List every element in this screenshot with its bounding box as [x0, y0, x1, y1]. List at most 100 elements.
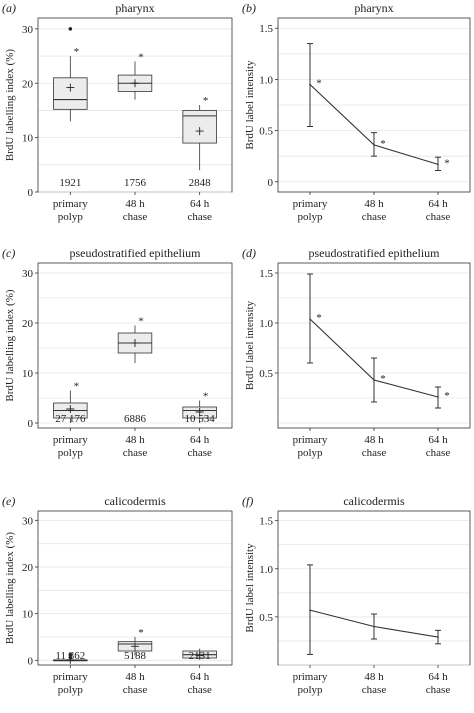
- y-tick-label: 10: [22, 133, 34, 145]
- outlier-point: [68, 652, 73, 657]
- outlier-point: [68, 655, 73, 660]
- y-tick-label: 30: [22, 268, 34, 280]
- panel-5: 0 10 20 30 primary polyp 48 h chase 64 h chase cal…: [2, 494, 233, 696]
- sample-size-label: 11 362: [55, 650, 85, 662]
- panel-title: pharynx: [115, 1, 154, 15]
- panel-letter: (b): [242, 1, 256, 15]
- x-tick-label: primary polyp: [293, 198, 328, 223]
- data-point: [373, 144, 375, 146]
- y-tick-label: 10: [22, 609, 34, 621]
- data-point: [373, 379, 375, 381]
- y-tick-label: 1.0: [259, 74, 273, 86]
- x-tick-label: 48 h chase: [362, 671, 387, 696]
- significance-star: *: [138, 627, 144, 639]
- sample-size-label: 2131: [189, 650, 211, 662]
- significance-star: *: [444, 157, 450, 169]
- x-tick-label: primary polyp: [53, 198, 88, 223]
- y-tick-label: 0: [28, 187, 34, 199]
- sample-size-label: 5188: [124, 650, 147, 662]
- x-tick-label: 64 h chase: [426, 198, 451, 223]
- panel-3: 0 10 20 30 primary polyp 48 h chase 64 h chase pse…: [2, 246, 233, 459]
- sample-size-label: 1756: [124, 177, 147, 189]
- panel-title: calicodermis: [104, 494, 166, 508]
- y-tick-label: 0: [268, 177, 274, 189]
- y-tick-label: 20: [22, 562, 34, 574]
- sample-size-label: 27 176: [55, 413, 86, 425]
- x-tick-label: primary polyp: [293, 671, 328, 696]
- panel-letter: (e): [2, 494, 15, 508]
- x-tick-label: primary polyp: [293, 434, 328, 459]
- panel-letter: (d): [242, 246, 256, 260]
- y-axis-title: BrdU label intensity: [244, 300, 256, 390]
- panel-title: pharynx: [354, 1, 393, 15]
- data-point: [309, 318, 311, 320]
- significance-star: *: [138, 316, 144, 328]
- mean-marker: [66, 405, 75, 413]
- panel-2: 0 0.5 1.0 1.5 primary polyp 48 h chase 64 h chase…: [242, 1, 471, 223]
- significance-star: *: [74, 46, 80, 58]
- mean-marker: [195, 408, 204, 416]
- y-axis-title: BrdU labelling index (%): [4, 532, 16, 644]
- data-point: [437, 636, 439, 638]
- sample-size-label: 10 534: [185, 413, 216, 425]
- y-axis-title: BrdU labelling index (%): [4, 49, 16, 161]
- mean-marker: [66, 83, 75, 92]
- y-axis-title: BrdU label intensity: [244, 543, 256, 633]
- x-tick-label: 48 h chase: [123, 198, 148, 223]
- mean-marker: [131, 642, 139, 651]
- panel-letter: (f): [242, 494, 253, 508]
- panel-title: pseudostratified epithelium: [309, 246, 441, 260]
- data-point: [373, 625, 375, 628]
- y-tick-label: 0.5: [259, 126, 273, 138]
- x-tick-label: primary polyp: [53, 434, 88, 459]
- panel-6: 0.5 1.0 1.5 primary polyp 48 h chase 64 h chase c…: [242, 494, 471, 696]
- x-tick-label: 64 h chase: [187, 671, 212, 696]
- y-tick-label: 0.5: [259, 612, 273, 624]
- sample-size-label: 6886: [124, 413, 147, 425]
- y-axis-title: BrdU label intensity: [244, 60, 256, 150]
- significance-star: *: [444, 390, 450, 402]
- mean-marker: [195, 127, 204, 136]
- panel-title: calicodermis: [343, 494, 405, 508]
- sample-size-label: 2848: [189, 177, 212, 189]
- x-tick-label: 64 h chase: [426, 671, 451, 696]
- y-tick-label: 20: [22, 78, 34, 90]
- y-tick-label: 0.5: [259, 368, 273, 380]
- panel-title: pseudostratified epithelium: [70, 246, 202, 260]
- significance-star: *: [203, 391, 209, 403]
- mean-marker: [131, 339, 139, 347]
- x-tick-label: 64 h chase: [187, 434, 212, 459]
- plot-frame: [277, 262, 471, 429]
- y-tick-label: 10: [22, 368, 34, 380]
- y-tick-label: 1.5: [259, 23, 273, 35]
- y-tick-label: 0: [28, 418, 34, 430]
- significance-star: *: [203, 95, 209, 107]
- outlier-point: [68, 27, 73, 31]
- significance-star: *: [380, 138, 386, 150]
- significance-star: *: [380, 373, 386, 385]
- panel-1: 0 10 20 30 primary polyp 48 h chase 64 h chase pha…: [2, 1, 233, 223]
- panel-letter: (c): [2, 246, 15, 260]
- significance-star: *: [316, 78, 322, 90]
- y-tick-label: 20: [22, 318, 34, 330]
- y-axis-title: BrdU labelling index (%): [4, 289, 16, 401]
- y-tick-label: 30: [22, 24, 34, 36]
- mean-marker: [131, 79, 139, 88]
- x-tick-label: primary polyp: [53, 671, 88, 696]
- box: [53, 77, 88, 110]
- y-tick-label: 0: [28, 655, 34, 667]
- x-tick-label: 48 h chase: [123, 671, 148, 696]
- y-tick-label: 1.5: [259, 516, 273, 528]
- y-tick-label: 1.5: [259, 268, 273, 280]
- data-point: [309, 609, 311, 611]
- significance-star: *: [74, 381, 80, 393]
- sample-size-label: 1921: [59, 177, 81, 189]
- x-tick-label: 48 h chase: [362, 434, 387, 459]
- data-point: [309, 83, 311, 86]
- x-tick-label: 64 h chase: [426, 434, 451, 459]
- data-point: [437, 163, 439, 166]
- y-tick-label: 1.0: [259, 564, 273, 576]
- data-point: [437, 396, 439, 398]
- significance-star: *: [138, 52, 144, 64]
